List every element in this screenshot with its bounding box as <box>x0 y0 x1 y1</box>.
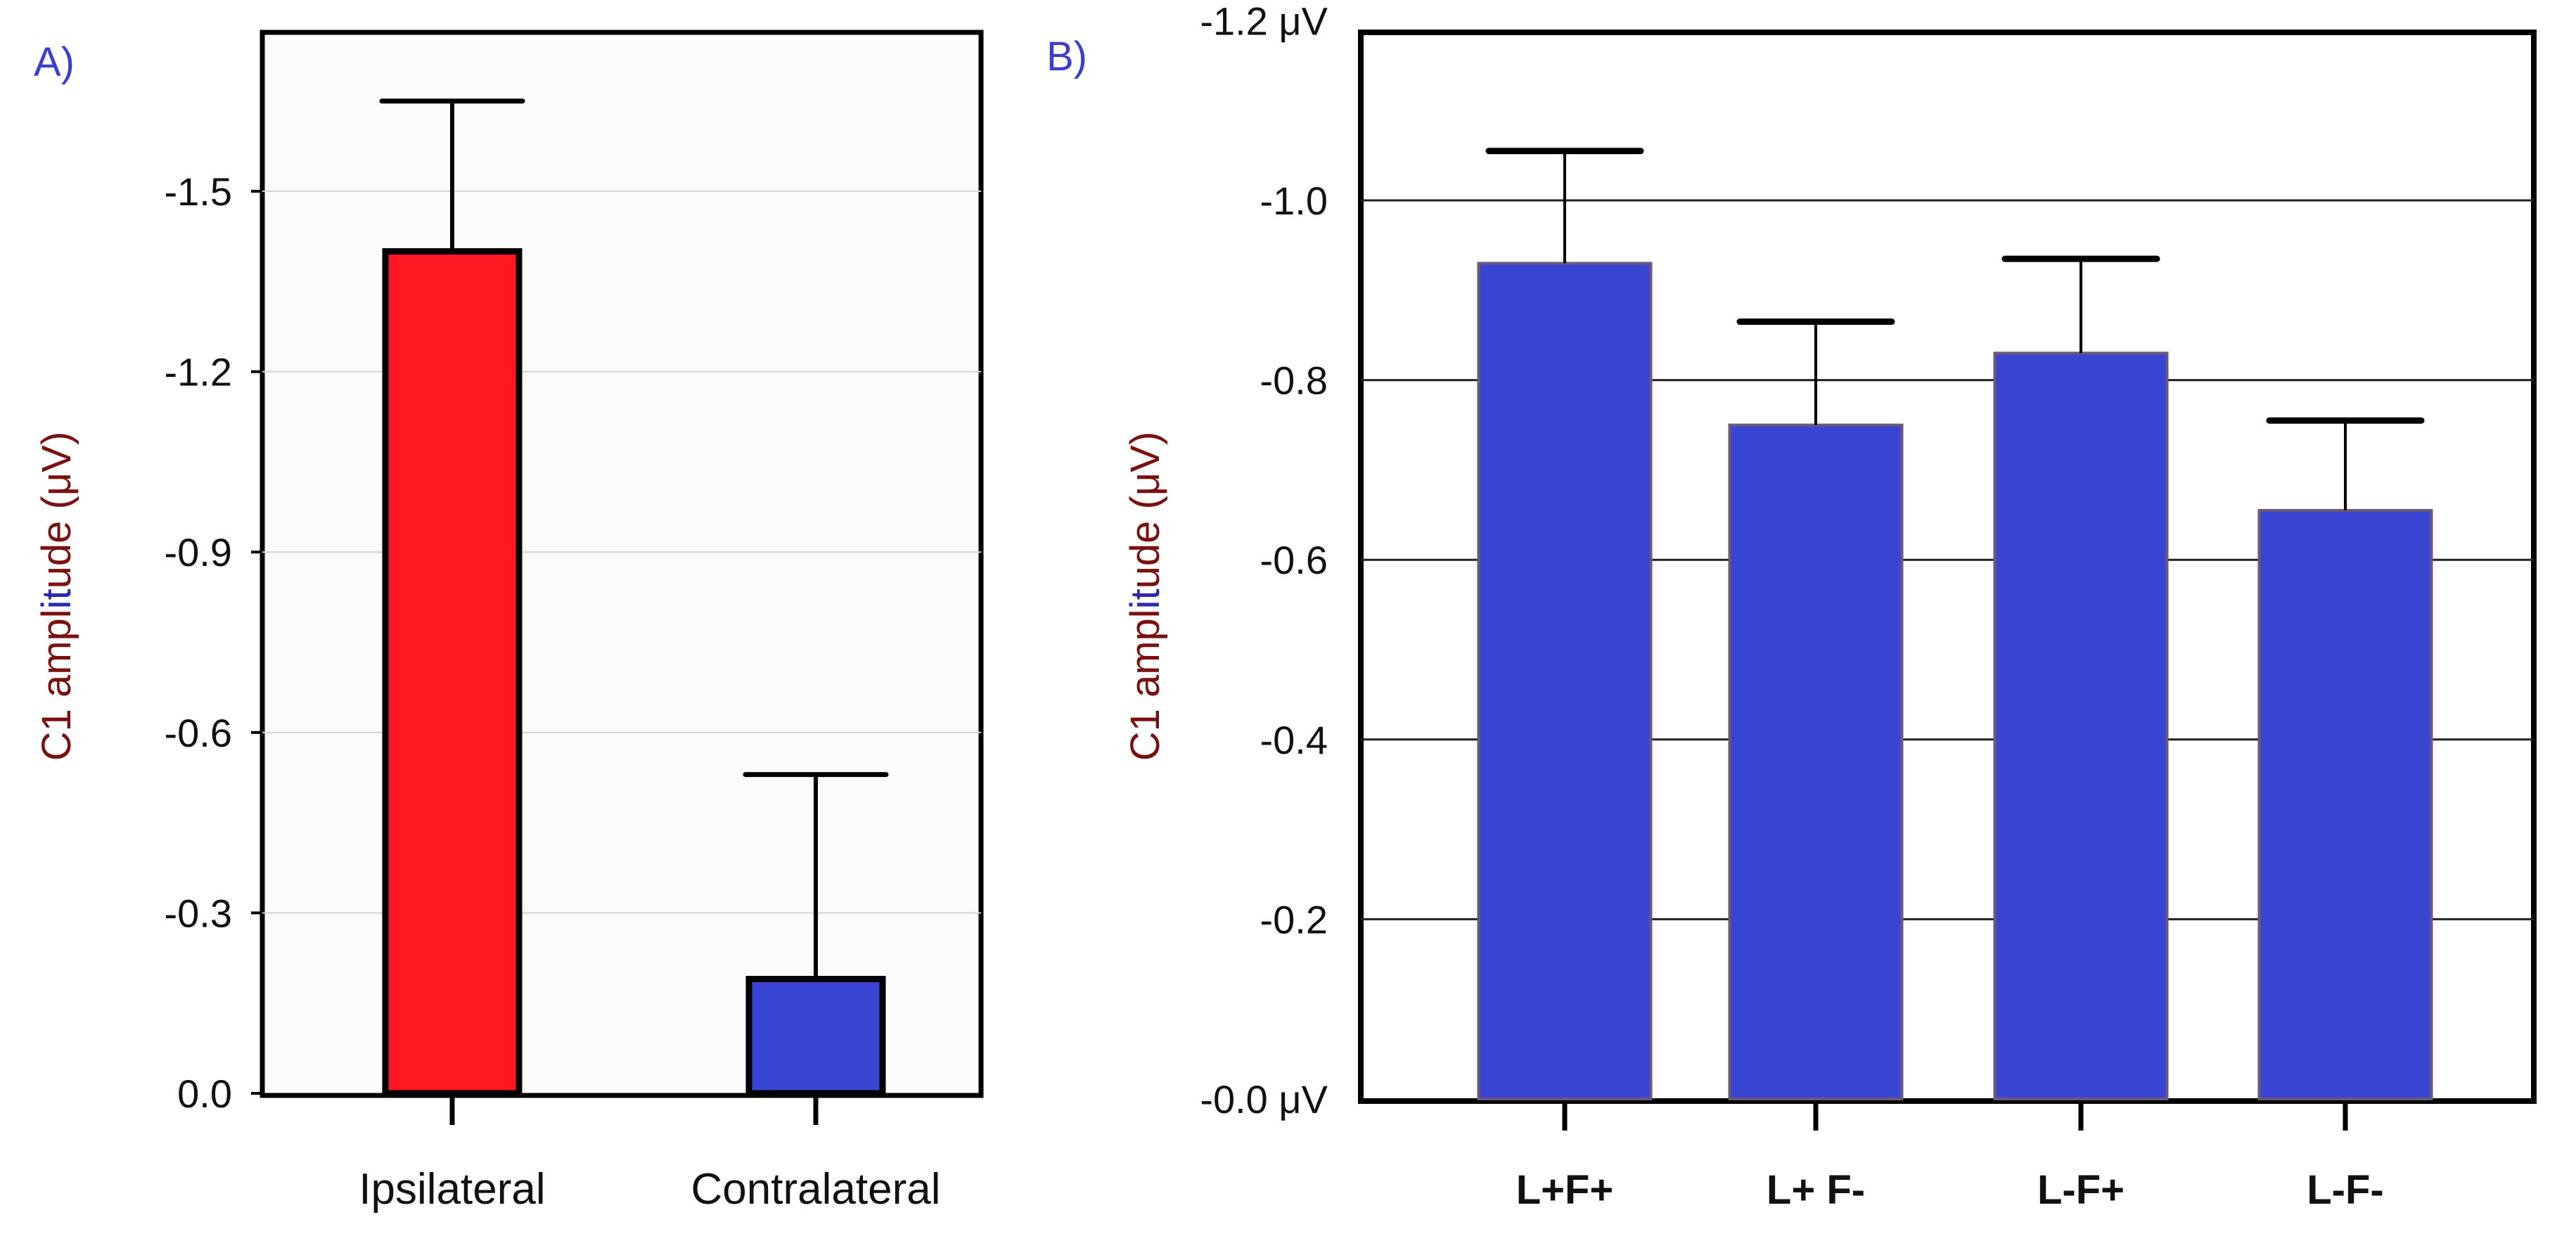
panel-a-y-tick-label: 0.0 <box>177 1072 232 1116</box>
panel-a-bar-ipsilateral <box>382 248 523 1097</box>
panel-a-category-label: Ipsilateral <box>359 1165 545 1214</box>
panel-a-y-tick-label: -0.9 <box>165 530 233 574</box>
panel-a-y-tick-label: -0.3 <box>165 891 233 935</box>
panel-a-category-label: Contralateral <box>691 1165 941 1214</box>
panel-b-y-tick-label: -0.4 <box>1260 718 1328 762</box>
panel-b-y-axis-label: C1 amplitude (μV) <box>1122 432 1168 761</box>
panel-b-category-label: L-F+ <box>2037 1167 2125 1213</box>
panel-a-y-axis-label: C1 amplitude (μV) <box>34 432 79 761</box>
panel-a-y-tick-label: -0.6 <box>165 711 233 755</box>
panel-a-y-tick-label: -1.5 <box>165 169 233 214</box>
panel-b-category-label: L+F+ <box>1516 1167 1614 1213</box>
panel-a: A) C1 amplitude (μV) 0.0 -0.3 -0.6 -0.9 -1.2… <box>34 30 984 1214</box>
panel-b-bar-lf <box>1477 262 1653 1101</box>
panel-a-bar-contralateral <box>745 975 886 1097</box>
panel-b: B) C1 amplitude (μV) -0.0 μV -0.2 -0.4 -0.6… <box>1046 0 2537 1213</box>
panel-b-category-label: L-F- <box>2307 1167 2384 1213</box>
panel-a-label: A) <box>34 39 75 85</box>
panel-b-bar-lf <box>2257 508 2433 1100</box>
panel-b-label: B) <box>1046 34 1087 79</box>
panel-b-y-tick-label: -1.2 μV <box>1200 0 1328 43</box>
panel-a-plot-frame <box>259 30 984 1098</box>
panel-b-bar-lf <box>1993 352 2169 1100</box>
panel-b-y-tick-label: -0.2 <box>1260 897 1328 941</box>
panel-b-y-tick-label: -0.6 <box>1260 538 1328 582</box>
panel-a-y-tick-label: -1.2 <box>165 350 233 394</box>
panel-b-category-label: L+ F- <box>1767 1167 1865 1213</box>
panel-b-y-tick-label: -0.8 <box>1260 359 1328 403</box>
panel-b-y-tick-label: -0.0 μV <box>1200 1077 1328 1121</box>
panel-b-y-tick-label: -1.0 <box>1260 179 1328 223</box>
panel-b-bar-lf <box>1728 423 1904 1100</box>
